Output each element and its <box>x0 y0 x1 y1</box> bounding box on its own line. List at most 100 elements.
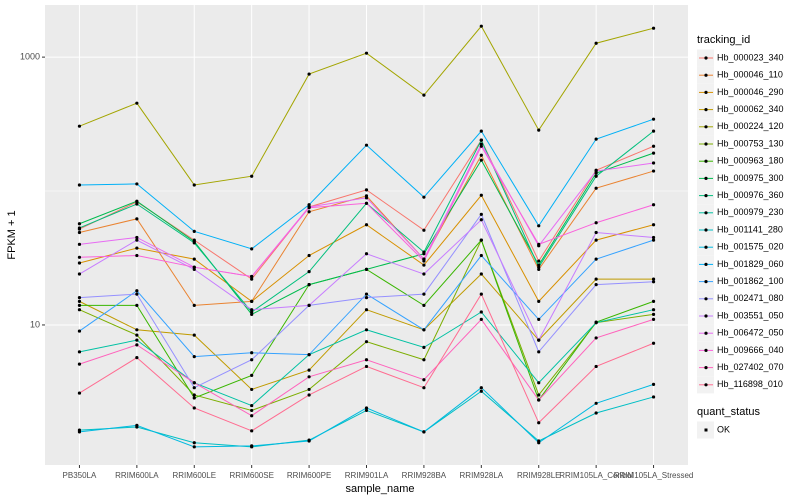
data-point <box>307 387 311 392</box>
data-point <box>364 267 369 271</box>
data-point <box>651 308 656 312</box>
data-point <box>364 296 369 300</box>
data-point <box>250 310 254 314</box>
legend-point <box>704 366 708 370</box>
x-axis-title: sample_name <box>345 483 414 495</box>
data-point <box>307 253 311 258</box>
legend-point <box>704 297 708 301</box>
data-point <box>364 308 369 312</box>
legend-point <box>704 56 708 60</box>
data-point <box>77 226 82 230</box>
data-point <box>479 24 483 28</box>
data-point <box>192 333 196 337</box>
data-point <box>422 195 426 199</box>
legend-label: Hb_000224_120 <box>717 121 784 131</box>
data-point <box>594 230 598 235</box>
data-point <box>307 203 311 207</box>
x-tick-label: PB350LA <box>63 471 97 480</box>
data-point <box>250 444 254 448</box>
data-point <box>537 398 541 402</box>
data-point <box>250 312 254 316</box>
data-point <box>479 272 483 276</box>
data-point <box>250 308 254 312</box>
data-point <box>651 203 656 207</box>
y-tick-label: 1000 <box>20 51 40 61</box>
data-point <box>135 238 139 242</box>
data-point <box>594 174 598 178</box>
data-point <box>364 51 369 55</box>
data-point <box>479 193 483 197</box>
legend-point <box>704 125 708 129</box>
legend-title: tracking_id <box>697 34 750 46</box>
x-tick-label: RRIM105LA_Control <box>559 471 633 480</box>
legend-point <box>704 142 708 146</box>
data-point <box>651 129 656 133</box>
data-point <box>537 259 541 263</box>
data-point <box>192 355 196 359</box>
data-point <box>537 317 541 322</box>
data-point <box>537 381 541 385</box>
data-point <box>422 328 426 332</box>
data-point <box>77 391 82 395</box>
legend-point <box>704 73 708 77</box>
data-point <box>77 255 82 259</box>
data-point <box>422 345 426 349</box>
data-point <box>135 217 139 221</box>
data-point <box>307 368 311 372</box>
data-point <box>422 228 426 232</box>
data-point <box>651 235 656 240</box>
data-point <box>479 212 483 216</box>
data-point <box>537 224 541 228</box>
legend-label: Hb_001862_100 <box>717 276 784 286</box>
data-point <box>250 358 254 362</box>
data-point <box>422 93 426 97</box>
data-point <box>651 161 656 165</box>
data-point <box>250 373 254 378</box>
data-point <box>250 387 254 392</box>
data-point <box>422 259 426 263</box>
data-point <box>307 375 311 379</box>
data-point <box>77 222 82 226</box>
legend-point <box>704 428 708 432</box>
data-point <box>364 196 369 200</box>
data-point <box>135 292 139 296</box>
data-point <box>77 230 82 235</box>
data-point <box>651 117 656 121</box>
data-point <box>192 257 196 261</box>
data-point <box>594 336 598 340</box>
data-point <box>594 238 598 242</box>
legend-label: Hb_001575_020 <box>717 242 784 252</box>
data-point <box>364 408 369 413</box>
data-point <box>594 401 598 405</box>
data-point <box>594 186 598 190</box>
data-point <box>651 277 656 281</box>
legend-point <box>704 228 708 232</box>
data-point <box>479 310 483 314</box>
legend-label: Hb_001829_060 <box>717 259 784 269</box>
data-point <box>192 241 196 245</box>
legend-point <box>704 331 708 335</box>
data-point <box>364 340 369 344</box>
x-tick-label: RRIM901LA <box>345 471 389 480</box>
data-point <box>135 235 139 240</box>
data-point <box>192 396 196 400</box>
data-point <box>77 261 82 265</box>
x-tick-label: RRIM105LA_Stressed <box>614 471 694 480</box>
x-tick-label: RRIM928LA <box>460 471 504 480</box>
legend-point <box>704 262 708 266</box>
legend-label: Hb_006472_050 <box>717 328 784 338</box>
data-point <box>651 26 656 30</box>
legend-label: Hb_000062_340 <box>717 104 784 114</box>
data-point <box>77 430 82 434</box>
data-point <box>135 182 139 186</box>
data-point <box>651 238 656 242</box>
legend-point <box>704 348 708 352</box>
data-point <box>307 72 311 76</box>
data-point <box>77 272 82 276</box>
data-point <box>479 153 483 157</box>
x-tick-label: RRIM600PE <box>287 471 331 480</box>
legend-label: Hb_000975_300 <box>717 173 784 183</box>
data-point <box>422 303 426 307</box>
legend-label: Hb_000979_230 <box>717 207 784 217</box>
